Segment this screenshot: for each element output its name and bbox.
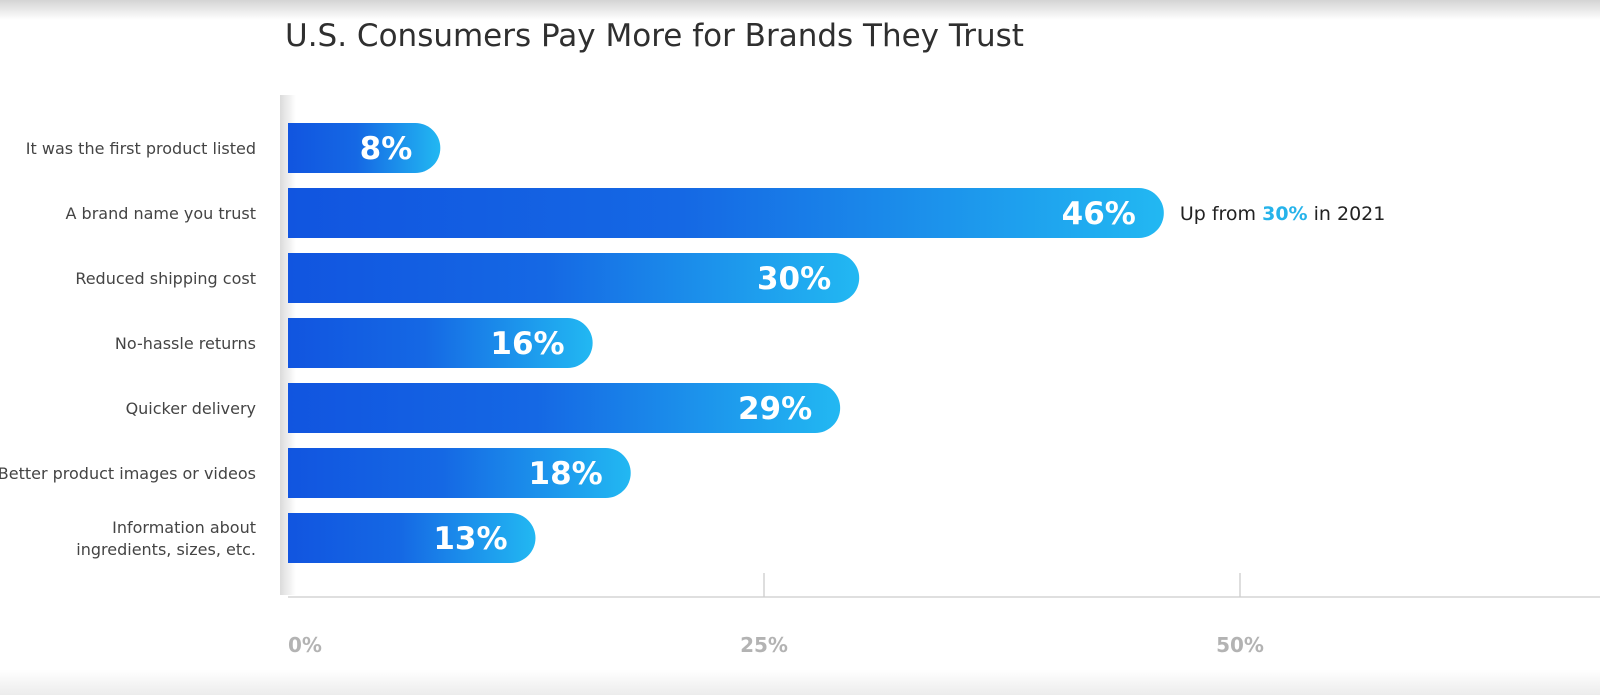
- bar-group: 8% It was the first product listed: [26, 123, 441, 173]
- bar-group: 30% Reduced shipping cost: [75, 253, 860, 303]
- annotation-suffix: in 2021: [1308, 203, 1386, 225]
- bar-value-label: 16%: [490, 326, 564, 362]
- category-label: Better product images or videos: [0, 464, 256, 483]
- category-label: It was the first product listed: [26, 139, 256, 158]
- bar-value-label: 29%: [738, 391, 812, 427]
- bar-value-label: 13%: [433, 521, 507, 557]
- annotation-highlight: 30%: [1262, 203, 1307, 225]
- bar-group: 16% No-hassle returns: [115, 318, 593, 368]
- bar: [288, 513, 536, 563]
- annotation-note: Up from 30% in 2021: [1180, 203, 1386, 225]
- bar-value-label: 8%: [360, 131, 413, 167]
- bar-group: 46% A brand name you trust: [66, 188, 1164, 238]
- top-shade: [0, 0, 1600, 20]
- category-label: No-hassle returns: [115, 334, 256, 353]
- bar: [288, 188, 1164, 238]
- category-label: Reduced shipping cost: [75, 269, 256, 288]
- bar-value-label: 18%: [529, 456, 603, 492]
- chart-title: U.S. Consumers Pay More for Brands They …: [285, 18, 1024, 54]
- bar: [288, 253, 860, 303]
- annotation-prefix: Up from: [1180, 203, 1262, 225]
- bar: [288, 383, 841, 433]
- x-tick-label: 25%: [740, 633, 788, 657]
- x-tick-label: 0%: [288, 633, 322, 657]
- bar-group: 29% Quicker delivery: [126, 383, 841, 433]
- bar: [288, 318, 593, 368]
- bar-group: 18% Better product images or videos: [0, 448, 631, 498]
- bottom-shade: [0, 670, 1600, 695]
- bar: [288, 448, 631, 498]
- x-tick-label: 50%: [1216, 633, 1264, 657]
- category-label: Quicker delivery: [126, 399, 256, 418]
- bar-group: 13% Information about ingredients, sizes, …: [76, 513, 536, 563]
- category-label: A brand name you trust: [66, 204, 257, 223]
- bar: [288, 123, 441, 173]
- bar-value-label: 30%: [757, 261, 831, 297]
- category-label: Information about ingredients, sizes, etc…: [76, 518, 256, 559]
- bar-value-label: 46%: [1062, 196, 1136, 232]
